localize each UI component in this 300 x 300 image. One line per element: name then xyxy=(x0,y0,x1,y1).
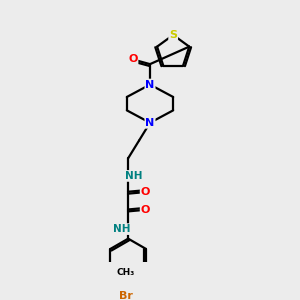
Text: O: O xyxy=(128,54,137,64)
Text: N: N xyxy=(146,80,154,90)
Text: Br: Br xyxy=(118,291,132,300)
Text: CH₃: CH₃ xyxy=(117,268,135,277)
Text: O: O xyxy=(141,187,150,197)
Text: S: S xyxy=(169,30,177,40)
Text: NH: NH xyxy=(125,171,143,181)
Text: NH: NH xyxy=(113,224,131,234)
Text: N: N xyxy=(146,118,154,128)
Text: O: O xyxy=(141,205,150,215)
